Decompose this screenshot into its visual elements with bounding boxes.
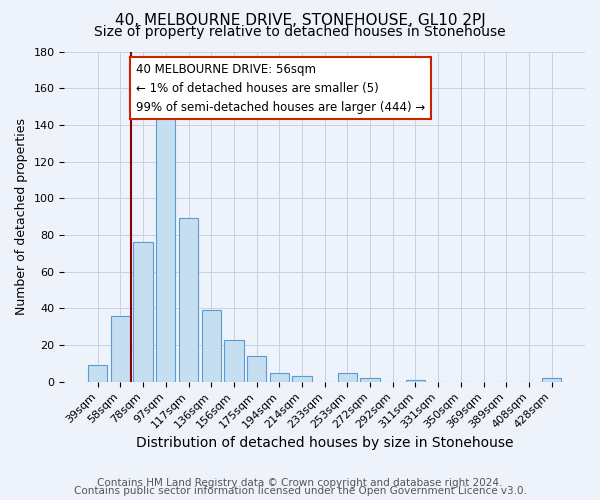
- Text: Contains HM Land Registry data © Crown copyright and database right 2024.: Contains HM Land Registry data © Crown c…: [97, 478, 503, 488]
- Text: 40, MELBOURNE DRIVE, STONEHOUSE, GL10 2PJ: 40, MELBOURNE DRIVE, STONEHOUSE, GL10 2P…: [115, 12, 485, 28]
- Text: Size of property relative to detached houses in Stonehouse: Size of property relative to detached ho…: [94, 25, 506, 39]
- Y-axis label: Number of detached properties: Number of detached properties: [15, 118, 28, 315]
- Bar: [292, 376, 311, 382]
- Bar: [179, 218, 198, 382]
- Bar: [247, 356, 266, 382]
- Text: 40 MELBOURNE DRIVE: 56sqm
← 1% of detached houses are smaller (5)
99% of semi-de: 40 MELBOURNE DRIVE: 56sqm ← 1% of detach…: [136, 62, 425, 114]
- Bar: [88, 365, 107, 382]
- Bar: [338, 372, 357, 382]
- Bar: [406, 380, 425, 382]
- Bar: [111, 316, 130, 382]
- Bar: [202, 310, 221, 382]
- X-axis label: Distribution of detached houses by size in Stonehouse: Distribution of detached houses by size …: [136, 436, 514, 450]
- Bar: [133, 242, 153, 382]
- Text: Contains public sector information licensed under the Open Government Licence v3: Contains public sector information licen…: [74, 486, 526, 496]
- Bar: [269, 372, 289, 382]
- Bar: [542, 378, 562, 382]
- Bar: [224, 340, 244, 382]
- Bar: [156, 116, 175, 382]
- Bar: [361, 378, 380, 382]
